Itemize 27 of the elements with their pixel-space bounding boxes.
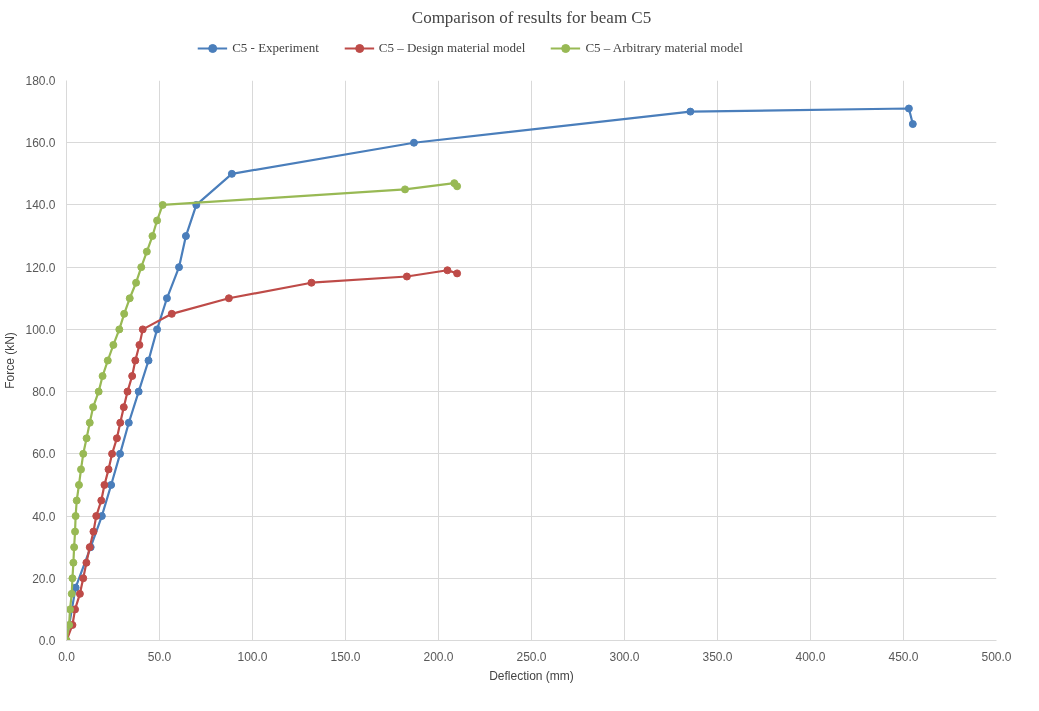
x-tick-label: 250.0 — [516, 649, 547, 664]
y-tick-label: 180.0 — [25, 74, 56, 88]
x-tick-label: 100.0 — [237, 649, 268, 664]
y-tick-label: 80.0 — [32, 385, 56, 400]
x-tick-label: 50.0 — [147, 649, 172, 664]
y-tick-label: 140.0 — [25, 198, 56, 213]
x-tick-label: 500.0 — [981, 649, 1012, 664]
x-tick-label: 0.0 — [58, 649, 76, 664]
chart-title: Comparison of results for beam C5 — [411, 7, 652, 27]
x-tick-label: 400.0 — [795, 649, 826, 664]
y-tick-label: 160.0 — [25, 136, 56, 151]
y-tick-label: 40.0 — [32, 509, 56, 524]
y-tick-label: 0.0 — [38, 634, 56, 648]
x-tick-label: 450.0 — [888, 649, 919, 664]
y-tick-label: 20.0 — [32, 571, 56, 586]
x-tick-label: 200.0 — [423, 649, 454, 664]
y-tick-label: 60.0 — [32, 447, 56, 462]
y-axis-title: Force (kN) — [3, 332, 18, 389]
y-tick-label: 100.0 — [25, 322, 56, 337]
x-axis-title: Deflection (mm) — [489, 668, 574, 683]
y-tick-label: 120.0 — [25, 260, 56, 275]
x-tick-label: 150.0 — [330, 649, 361, 664]
x-tick-label: 350.0 — [702, 649, 733, 664]
legend-label: C5 – Arbitrary material model — [585, 40, 743, 56]
legend-label: C5 – Design material model — [378, 40, 526, 56]
legend-label: C5 - Experiment — [232, 40, 319, 56]
x-tick-label: 300.0 — [609, 649, 640, 664]
